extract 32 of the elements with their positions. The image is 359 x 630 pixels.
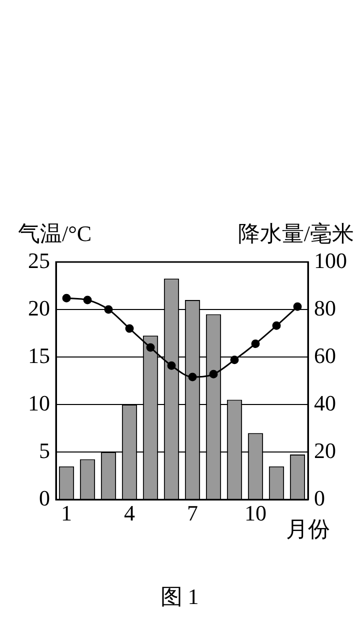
y2-tick-label: 100	[314, 248, 347, 273]
y-tick-label: 20	[28, 295, 50, 320]
y-tick-label: 25	[28, 248, 50, 273]
point	[230, 356, 239, 364]
x-tick-label: 1	[61, 500, 72, 526]
point	[209, 370, 218, 378]
x-tick-label: 4	[124, 500, 135, 526]
point	[104, 305, 113, 314]
point	[251, 339, 260, 348]
point	[293, 302, 302, 311]
point	[62, 294, 71, 302]
y-tick-label: 15	[28, 342, 50, 368]
point	[83, 296, 92, 304]
y-tick-label: 10	[28, 390, 50, 416]
point	[188, 372, 197, 382]
y-axis-title: 气温/°C	[18, 220, 92, 246]
y-tick-label: 0	[39, 485, 50, 510]
y2-tick-label: 60	[314, 342, 336, 368]
x-tick-label: 7	[187, 500, 198, 526]
caption: 图 1	[159, 583, 200, 611]
y2-tick-label: 80	[314, 295, 336, 320]
point	[272, 321, 281, 330]
y2-axis-title: 降水量/毫米	[238, 220, 354, 246]
x-axis-title: 月份	[286, 516, 330, 542]
point	[146, 343, 155, 352]
point	[167, 361, 176, 370]
y2-tick-label: 40	[314, 390, 336, 416]
y2-tick-label: 0	[314, 485, 325, 510]
y-tick-label: 5	[39, 438, 50, 463]
x-tick-label: 10	[244, 500, 266, 526]
y2-tick-label: 20	[314, 438, 336, 463]
point	[125, 324, 134, 333]
